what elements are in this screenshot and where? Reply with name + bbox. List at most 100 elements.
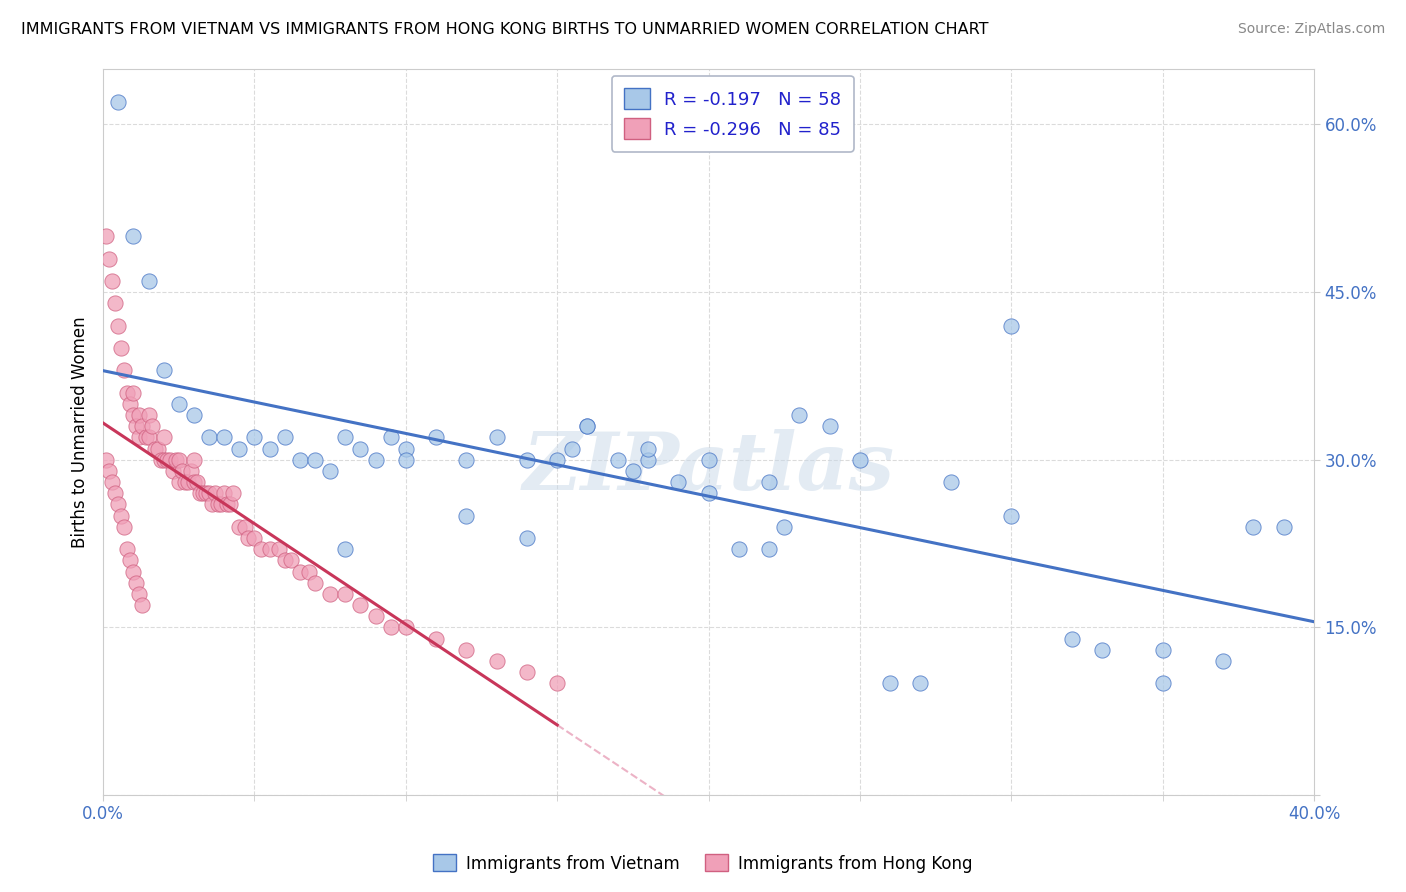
Point <box>159 452 181 467</box>
Point <box>364 452 387 467</box>
Legend: R = -0.197   N = 58, R = -0.296   N = 85: R = -0.197 N = 58, R = -0.296 N = 85 <box>612 76 853 152</box>
Point <box>243 430 266 444</box>
Point <box>146 442 169 456</box>
Point <box>576 419 599 434</box>
Point <box>162 464 184 478</box>
Point <box>98 464 121 478</box>
Point <box>516 531 538 545</box>
Point <box>274 430 297 444</box>
Point <box>120 553 142 567</box>
Point <box>910 676 932 690</box>
Point <box>117 385 139 400</box>
Point <box>167 475 190 489</box>
Point <box>96 229 118 244</box>
Point <box>156 452 179 467</box>
Point <box>167 397 190 411</box>
Point <box>335 542 357 557</box>
Point <box>288 452 311 467</box>
Point <box>259 442 281 456</box>
Point <box>773 520 796 534</box>
Point <box>697 452 720 467</box>
Point <box>243 531 266 545</box>
Point <box>212 486 235 500</box>
Point <box>666 475 689 489</box>
Point <box>125 419 148 434</box>
Point <box>456 452 478 467</box>
Point <box>101 475 124 489</box>
Point <box>183 408 205 422</box>
Point <box>425 430 447 444</box>
Point <box>138 408 160 422</box>
Point <box>818 419 841 434</box>
Point <box>298 565 321 579</box>
Point <box>349 598 371 612</box>
Point <box>288 565 311 579</box>
Point <box>516 452 538 467</box>
Point <box>112 520 135 534</box>
Point <box>349 442 371 456</box>
Point <box>191 486 214 500</box>
Point <box>104 486 127 500</box>
Point <box>1212 654 1234 668</box>
Point <box>101 274 124 288</box>
Point <box>128 430 150 444</box>
Point <box>280 553 302 567</box>
Point <box>238 531 260 545</box>
Point <box>319 587 342 601</box>
Point <box>195 486 218 500</box>
Point <box>186 475 208 489</box>
Point <box>380 430 402 444</box>
Point <box>228 520 250 534</box>
Point <box>138 274 160 288</box>
Text: Source: ZipAtlas.com: Source: ZipAtlas.com <box>1237 22 1385 37</box>
Point <box>304 575 326 590</box>
Point <box>456 642 478 657</box>
Point <box>125 575 148 590</box>
Point <box>180 464 202 478</box>
Point <box>274 553 297 567</box>
Point <box>637 452 659 467</box>
Point <box>621 464 644 478</box>
Point <box>152 363 174 377</box>
Point <box>204 486 226 500</box>
Point <box>219 498 242 512</box>
Point <box>138 430 160 444</box>
Point <box>1000 318 1022 333</box>
Point <box>201 498 224 512</box>
Point <box>546 676 568 690</box>
Point <box>697 486 720 500</box>
Point <box>1272 520 1295 534</box>
Point <box>110 341 132 355</box>
Point <box>165 452 187 467</box>
Point <box>576 419 599 434</box>
Point <box>188 486 211 500</box>
Point <box>183 452 205 467</box>
Point <box>207 498 229 512</box>
Text: ZIPatlas: ZIPatlas <box>523 429 894 507</box>
Point <box>217 498 239 512</box>
Point <box>134 430 156 444</box>
Point <box>485 654 508 668</box>
Point <box>561 442 583 456</box>
Point <box>546 452 568 467</box>
Point <box>1060 632 1083 646</box>
Point <box>120 397 142 411</box>
Point <box>849 452 872 467</box>
Point <box>112 363 135 377</box>
Point <box>122 229 145 244</box>
Point <box>183 475 205 489</box>
Point <box>122 565 145 579</box>
Point <box>335 587 357 601</box>
Point <box>727 542 749 557</box>
Point <box>107 318 129 333</box>
Point <box>122 408 145 422</box>
Point <box>395 620 418 634</box>
Text: IMMIGRANTS FROM VIETNAM VS IMMIGRANTS FROM HONG KONG BIRTHS TO UNMARRIED WOMEN C: IMMIGRANTS FROM VIETNAM VS IMMIGRANTS FR… <box>21 22 988 37</box>
Point <box>939 475 962 489</box>
Point <box>128 408 150 422</box>
Point <box>304 452 326 467</box>
Point <box>128 587 150 601</box>
Point <box>122 385 145 400</box>
Point <box>209 498 232 512</box>
Point <box>117 542 139 557</box>
